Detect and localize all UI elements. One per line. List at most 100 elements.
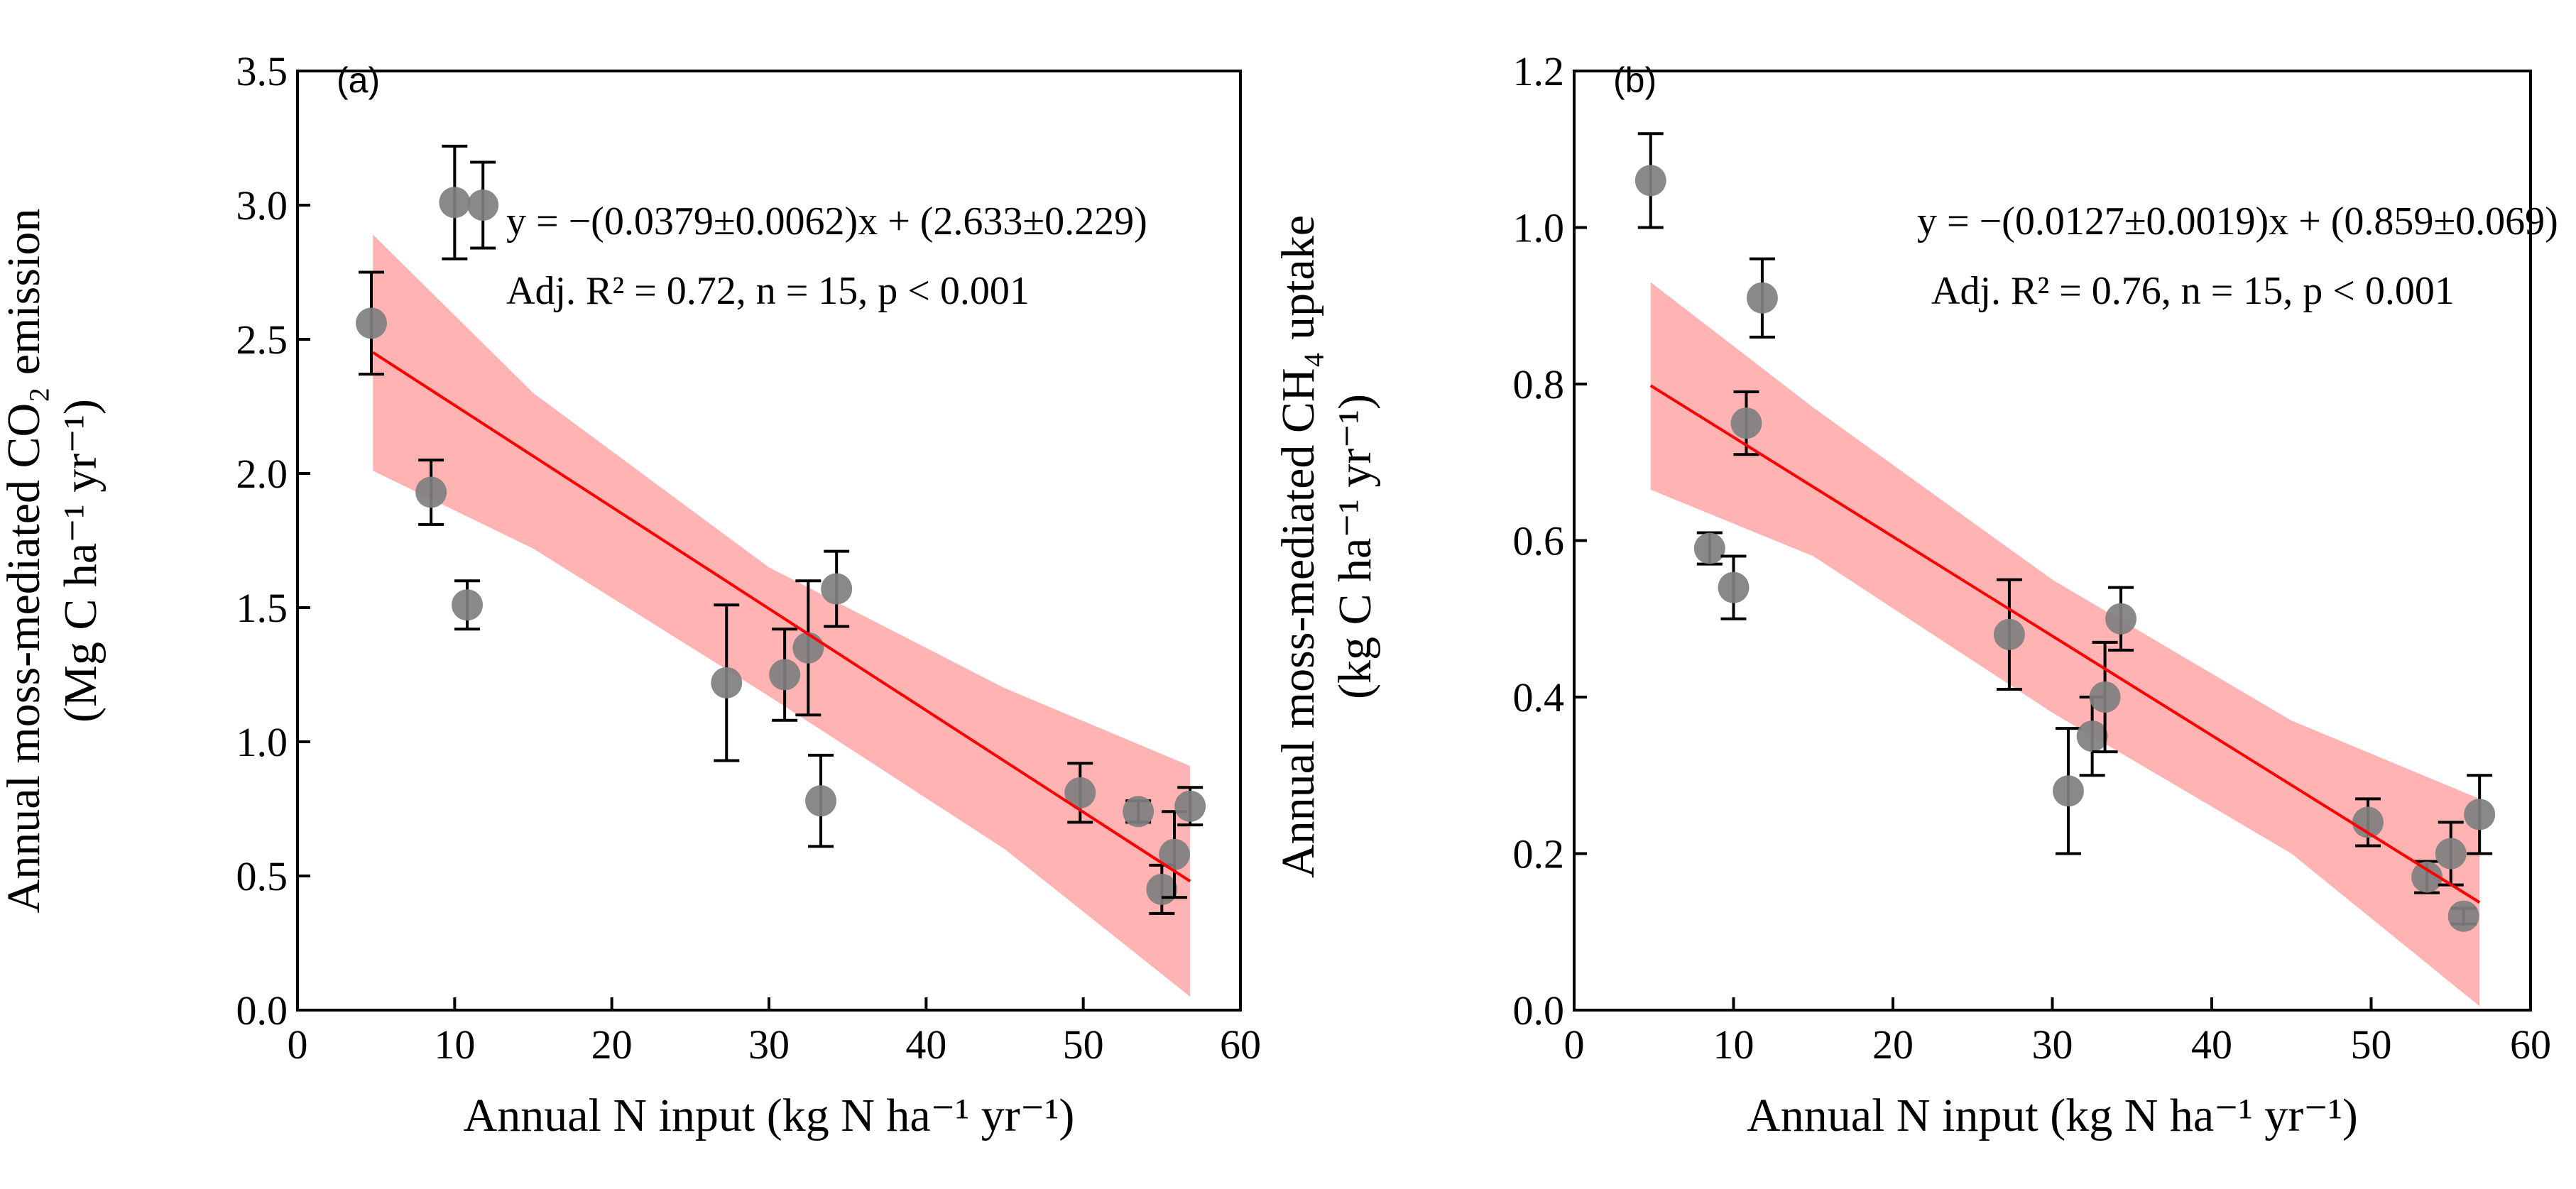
data-point <box>2105 603 2137 635</box>
regression-stats: Adj. R² = 0.76, n = 15, p < 0.001 <box>1931 269 2455 313</box>
data-point <box>821 573 853 605</box>
x-tick-label: 40 <box>2191 1021 2232 1068</box>
y-tick-label: 3.0 <box>236 182 288 229</box>
x-tick-label: 10 <box>1713 1021 1754 1068</box>
data-point <box>2352 806 2384 838</box>
data-point <box>1159 838 1191 870</box>
data-point <box>805 785 837 817</box>
data-point <box>2447 900 2479 932</box>
x-tick-label: 10 <box>434 1021 475 1068</box>
data-point-group <box>2464 774 2496 855</box>
data-point-group <box>356 270 388 376</box>
y-axis-label: Annual moss-mediated CO₂ emission <box>0 209 50 914</box>
y-tick-label: 1.0 <box>236 719 288 765</box>
panel-b: 0 10 20 30 40 50 60 0.0 0.2 0.4 0.6 0.8 1.0 1.2 Annual… <box>1272 48 2558 1141</box>
y-axis-label-units: (Mg C ha⁻¹ yr⁻¹) <box>55 399 107 723</box>
x-tick-label: 0 <box>1564 1021 1585 1068</box>
data-point <box>2089 681 2121 713</box>
data-point-group <box>2352 797 2384 848</box>
data-point <box>1146 873 1178 905</box>
data-point-group <box>1993 578 2025 691</box>
y-tick-label: 3.5 <box>236 48 288 94</box>
data-point <box>415 476 447 508</box>
data-point <box>2076 720 2108 752</box>
y-tick-label: 1.2 <box>1513 48 1565 94</box>
x-tick-label: 50 <box>1063 1021 1104 1068</box>
data-point <box>2052 775 2084 807</box>
data-point-group <box>467 160 499 250</box>
x-tick-label: 60 <box>1220 1021 1261 1068</box>
data-point <box>2464 799 2496 831</box>
data-point-group <box>415 459 447 526</box>
data-point <box>1634 165 1666 197</box>
x-tick-label: 20 <box>1872 1021 1914 1068</box>
data-point-group <box>1174 786 1206 827</box>
panel-a: 0 10 20 30 40 50 60 0.0 0.5 1.0 1.5 2.0 2.5 3.0 3.5 Ann… <box>0 48 1261 1141</box>
data-point <box>1730 407 1762 439</box>
y-tick-label: 0.0 <box>236 987 288 1034</box>
regression-equation: y = −(0.0379±0.0062)x + (2.633±0.229) <box>506 199 1147 243</box>
y-tick-label: 1.5 <box>236 585 288 631</box>
data-point-group <box>1064 762 1096 824</box>
data-point <box>2435 838 2467 870</box>
data-point <box>1993 618 2025 650</box>
x-axis-label: Annual N input (kg N ha⁻¹ yr⁻¹) <box>464 1090 1075 1141</box>
data-point-group <box>1746 257 1778 339</box>
y-tick-label: 0.6 <box>1513 518 1565 564</box>
data-point <box>452 589 484 621</box>
data-point-group <box>1159 810 1191 899</box>
regression-line <box>372 351 1191 883</box>
data-point-group <box>805 753 837 848</box>
y-tick-label: 0.4 <box>1513 674 1565 720</box>
data-point-group <box>769 628 801 722</box>
data-point-group <box>1634 132 1666 229</box>
x-tick-label: 30 <box>748 1021 790 1068</box>
x-tick-label: 0 <box>288 1021 308 1068</box>
data-point-group <box>1718 554 1750 620</box>
data-point <box>467 190 499 221</box>
data-point <box>1693 532 1725 564</box>
data-point-group <box>2447 900 2479 932</box>
y-tick-label: 0.0 <box>1513 987 1565 1034</box>
panel-label: (b) <box>1613 60 1657 100</box>
x-tick-label: 40 <box>905 1021 946 1068</box>
data-point-group <box>452 579 484 631</box>
x-tick-label: 20 <box>591 1021 633 1068</box>
data-point <box>769 659 801 691</box>
data-point <box>1174 790 1206 822</box>
x-tick-label: 60 <box>2510 1021 2551 1068</box>
regression-stats: Adj. R² = 0.72, n = 15, p < 0.001 <box>506 269 1030 313</box>
data-point-group <box>2052 727 2084 855</box>
regression-equation: y = −(0.0127±0.0019)x + (0.859±0.069) <box>1917 199 2558 243</box>
data-point-group <box>2435 821 2467 887</box>
data-point-group <box>439 144 471 261</box>
regression-line <box>1649 384 2481 904</box>
data-point <box>792 632 824 664</box>
data-point <box>1718 571 1750 603</box>
x-tick-label: 50 <box>2351 1021 2392 1068</box>
data-point-group <box>1693 531 1725 566</box>
data-point-group <box>821 549 853 628</box>
data-point <box>1746 282 1778 314</box>
y-axis-label-units: (kg C ha⁻¹ yr⁻¹) <box>1329 394 1381 699</box>
data-point <box>2411 861 2443 893</box>
y-tick-label: 2.5 <box>236 317 288 363</box>
data-point-group <box>2089 640 2121 754</box>
data-point <box>711 667 743 698</box>
panel-label: (a) <box>337 60 380 100</box>
x-tick-label: 30 <box>2032 1021 2073 1068</box>
data-point <box>439 187 471 219</box>
y-tick-label: 0.8 <box>1513 361 1565 407</box>
y-tick-label: 0.5 <box>236 853 288 899</box>
data-point <box>1123 796 1155 828</box>
x-axis-label: Annual N input (kg N ha⁻¹ yr⁻¹) <box>1747 1090 2358 1141</box>
data-point <box>1064 777 1096 809</box>
y-tick-label: 2.0 <box>236 451 288 497</box>
y-axis-label: Annual moss-mediated CH₄ uptake <box>1272 215 1324 878</box>
data-point-group <box>2105 586 2137 652</box>
y-tick-label: 0.2 <box>1513 831 1565 877</box>
data-point <box>356 307 388 339</box>
data-point-group <box>711 603 743 762</box>
y-tick-label: 1.0 <box>1513 205 1565 251</box>
